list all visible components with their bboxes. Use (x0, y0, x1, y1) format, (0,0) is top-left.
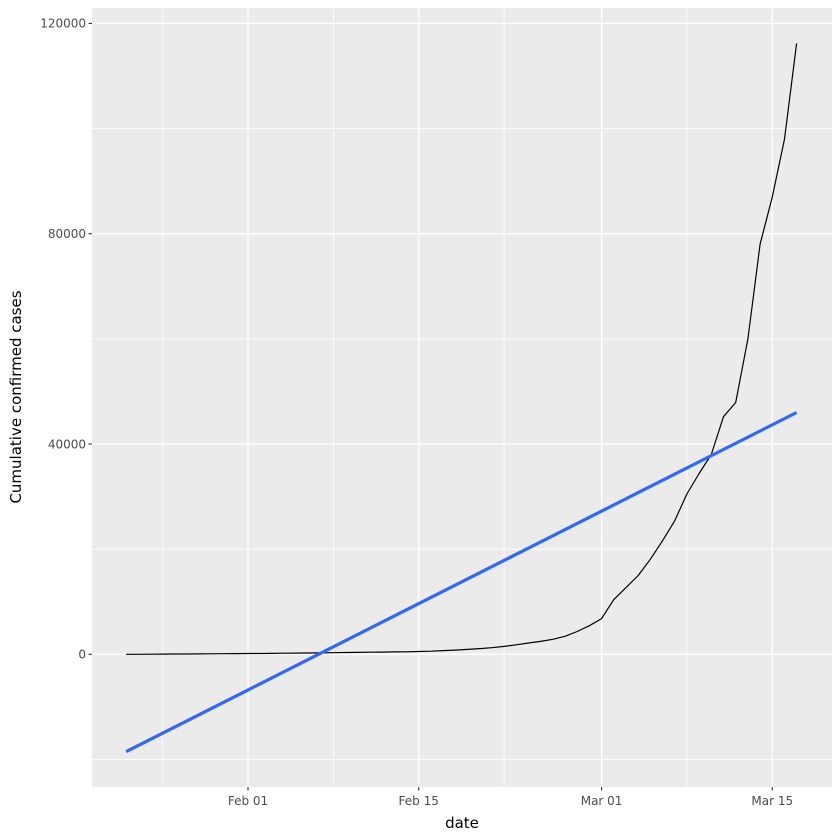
y-axis-tick-labels: 0 40000 80000 120000 (40, 17, 86, 662)
x-tick-label: Mar 01 (581, 794, 623, 808)
grid-minor-lines (92, 8, 832, 787)
cumulative-cases-line (126, 43, 798, 655)
y-tick-label: 120000 (40, 17, 86, 31)
y-axis-title: Cumulative confirmed cases (7, 290, 25, 503)
y-tick-label: 0 (78, 648, 86, 662)
grid-major-lines (92, 8, 832, 787)
series-lines (125, 43, 798, 754)
x-tick-label: Mar 15 (751, 794, 793, 808)
panel-background (92, 8, 832, 787)
x-tick-label: Feb 01 (228, 794, 268, 808)
plot-panel (92, 8, 832, 787)
x-tick-label: Feb 15 (399, 794, 439, 808)
x-axis-tick-labels: Feb 01 Feb 15 Mar 01 Mar 15 (228, 794, 793, 808)
x-axis-title: date (445, 814, 479, 832)
y-tick-label: 40000 (48, 437, 86, 451)
linear-trend-line (125, 411, 798, 754)
y-tick-label: 80000 (48, 227, 86, 241)
axis-tick-marks (88, 22, 773, 791)
